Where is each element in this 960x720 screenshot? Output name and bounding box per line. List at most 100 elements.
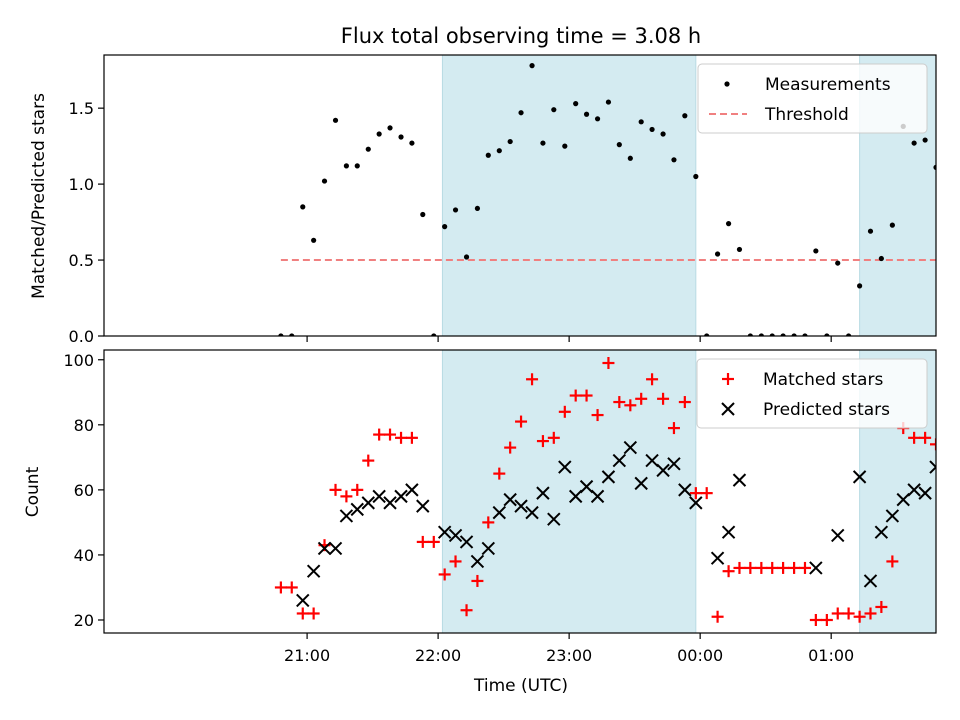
measurement-point [857,283,863,289]
matched-star-point [569,389,582,402]
y-tick-label: 1.5 [69,99,94,118]
predicted-star-point [568,489,583,504]
measurement-point [638,119,644,125]
measurement-point [846,333,852,336]
measurement-point [627,155,633,161]
predicted-star-point [394,489,408,504]
matched-star-point [788,561,801,574]
matched-star-point [700,487,713,500]
predicted-star-point [328,541,343,556]
matched-star-point [809,613,822,626]
matched-star-point [362,454,375,467]
measurement-point [769,333,775,336]
predicted-star-point [885,509,900,523]
measurement-point [431,333,437,336]
matched-star-point [471,574,484,587]
matched-star-point [591,409,604,422]
measurement-point [551,107,557,113]
predicted-star-point [481,541,495,556]
measurement-point [889,222,895,228]
x-tick-label: 21:00 [284,646,330,665]
predicted-star-point [383,496,397,510]
predicted-star-point [689,496,703,510]
predicted-star-point [907,483,921,497]
measurement-point [518,110,524,116]
shaded-region-1 [442,55,696,336]
matched-star-point [351,483,364,496]
matched-star-point [667,422,680,435]
predicted-star-point [339,509,354,523]
matched-star-point [689,487,702,500]
measurement-point [452,207,459,213]
predicted-star-point [634,476,648,491]
matched-star-point [504,441,517,454]
measurement-point [736,246,743,253]
matched-star-point [744,561,757,574]
measurement-point [594,116,601,122]
bottom-legend: Matched stars Predicted stars [696,358,928,429]
matched-star-point [831,607,844,620]
legend-threshold-label: Threshold [764,105,849,125]
measurement-point [485,152,491,158]
predicted-star-point [306,564,321,578]
measurement-point [802,333,808,336]
predicted-star-point [590,489,605,504]
matched-star-point [493,467,506,480]
measurement-point [289,333,295,336]
predicted-star-point [372,489,386,504]
measurement-point [562,143,568,149]
predicted-star-point [732,473,747,487]
measurement-point [332,117,339,123]
predicted-star-point [503,492,517,507]
matched-star-point [547,431,560,444]
measurement-point [725,221,732,227]
matched-star-point [711,610,724,623]
x-axis-label: Time (UTC) [473,676,568,696]
bottom-y-axis-label: Count [23,466,43,517]
bottom-x-ticks: 21:00 22:00 23:00 00:00 01:00 [284,633,854,665]
predicted-star-point [547,512,561,526]
bottom-legend-box [696,358,928,429]
matched-star-point [373,428,386,441]
matched-star-point [449,555,462,568]
predicted-star-point [296,593,310,608]
predicted-star-point [350,502,364,517]
measurement-point [365,146,371,152]
matched-star-point [329,483,342,496]
measurement-point [824,333,830,336]
measurement-point [835,260,841,266]
measurement-points [278,63,936,336]
matched-star-point [646,373,659,386]
predicted-star-point [601,470,616,484]
bottom-panel: 20 40 60 80 100 21:00 22:00 23:00 00:00 01:00 Co… [23,349,937,696]
measurement-point [387,125,393,131]
matched-star-point [602,357,615,370]
predicted-star-point [918,486,932,500]
measurement-point [311,237,317,243]
matched-star-point [438,568,451,581]
measurement-point [682,113,688,119]
top-legend-box [697,63,928,134]
matched-star-point [842,607,855,620]
measurement-point [300,204,306,210]
predicted-star-point [405,483,419,497]
y-tick-label: 60 [74,481,94,500]
matched-star-point [678,396,691,409]
matched-star-point [777,561,790,574]
top-panel: 0.0 0.5 1.0 1.5 Matched/Predicted stars Mea… [29,54,937,346]
predicted-star-point [645,453,659,468]
predicted-star-point [623,440,638,455]
measurement-point [867,228,874,234]
bottom-y-ticks: 20 40 60 80 100 [63,351,104,630]
y-tick-label: 100 [63,351,94,370]
measurement-point [758,333,764,336]
matched-star-point [580,389,593,402]
x-tick-label: 23:00 [546,646,592,665]
legend-matched-label: Matched stars [763,370,883,390]
matched-star-point [733,561,746,574]
matched-star-point [657,392,670,405]
matched-star-point [395,431,408,444]
matched-star-point [908,431,921,444]
measurement-point [671,157,677,163]
